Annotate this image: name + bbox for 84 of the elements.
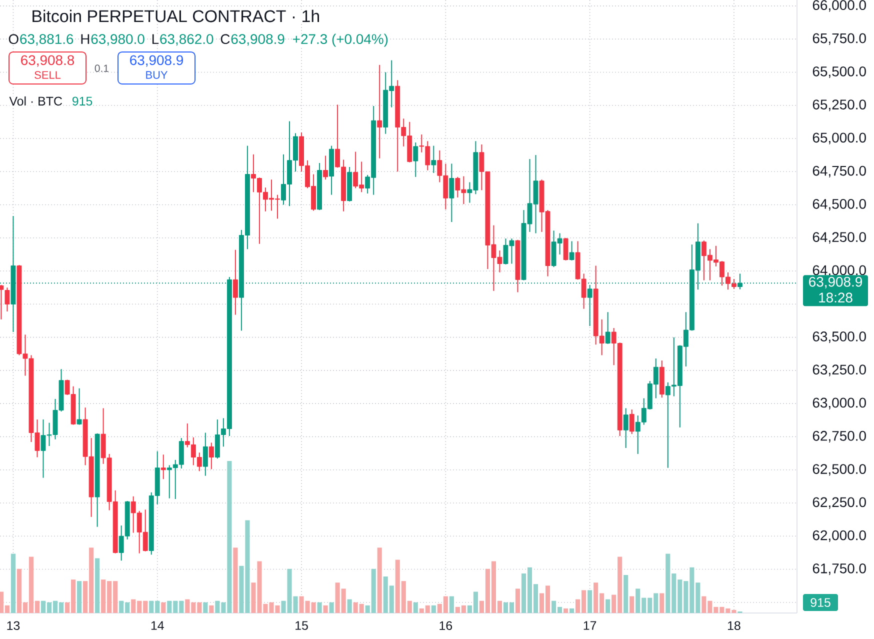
annotation: 63,908.8 (21, 55, 74, 67)
bar (95, 558, 100, 613)
candlestick (569, 240, 574, 261)
annotation: L (152, 34, 159, 44)
bar (624, 574, 628, 613)
bar (570, 608, 574, 613)
candlestick (76, 388, 82, 426)
bar (449, 596, 454, 613)
candlestick (232, 249, 238, 316)
bar (329, 602, 334, 613)
y-tick-label: 66,000.0 (812, 0, 866, 12)
bar (431, 605, 436, 613)
annotation: 63,881.6 (20, 34, 74, 46)
candlestick (623, 408, 628, 448)
y-tick-label: 65,000.0 (812, 132, 866, 144)
x-tick-label: 16 (440, 621, 452, 630)
candlestick (323, 155, 328, 180)
candlestick (208, 442, 214, 470)
bar (606, 599, 610, 613)
x-tick-label: 17 (584, 621, 596, 630)
bar (413, 602, 418, 613)
y-tick-label: 61,750.0 (812, 563, 866, 576)
ref-line-label: 63,908.9 (809, 276, 862, 288)
chart-title: Bitcoin PERPETUAL CONTRACT · 1h (32, 10, 320, 22)
candlestick (587, 284, 592, 327)
annotation: 915 (72, 96, 92, 106)
candlestick (413, 142, 418, 178)
annotation: BUY (146, 71, 168, 79)
bar (515, 588, 520, 613)
y-tick-label: 62,250.0 (812, 497, 866, 509)
candlestick (605, 312, 610, 344)
bar (161, 602, 166, 613)
y-tick-label: 63,250.0 (812, 364, 866, 376)
bar (10, 554, 16, 613)
y-tick-label: 64,500.0 (812, 198, 866, 211)
annotation: SELL (34, 71, 61, 79)
bar (563, 608, 568, 613)
bar (660, 593, 664, 613)
candlestick (431, 145, 436, 174)
candlestick (202, 432, 208, 476)
y-tick-label: 65,750.0 (812, 33, 866, 45)
bar (347, 599, 352, 613)
bar (77, 581, 82, 613)
annotation: 63,862.0 (160, 34, 214, 46)
annotation: C (220, 34, 230, 44)
bar (630, 596, 634, 613)
y-tick-label: 62,750.0 (812, 430, 866, 442)
y-tick-label: 64,250.0 (812, 232, 866, 244)
y-tick-label: 64,750.0 (812, 166, 866, 178)
x-tick-label: 14 (151, 621, 164, 630)
bar (203, 602, 208, 613)
bar (233, 548, 238, 613)
y-tick-label: 62,000.0 (812, 530, 866, 542)
bar (209, 605, 214, 613)
candlestick (449, 163, 454, 222)
bar (588, 590, 592, 613)
text: 18:28 (819, 292, 852, 303)
bar (323, 605, 328, 613)
annotation: +27.3 (+0.04%) (293, 34, 388, 47)
candlestick (377, 64, 382, 159)
annotation: H (81, 34, 90, 44)
y-tick-label: 65,250.0 (812, 100, 866, 112)
candlestick (160, 454, 166, 480)
annotation: 63,908.9 (231, 34, 284, 46)
x-tick-label: 13 (7, 621, 20, 630)
text: 915 (810, 598, 830, 607)
bar (317, 602, 322, 613)
y-tick-label: 63,000.0 (812, 398, 866, 410)
x-tick-label: 15 (296, 621, 308, 630)
annotation: 63,908.9 (130, 55, 183, 67)
candlestick (4, 287, 10, 312)
chart-title: Vol · BTC (9, 96, 62, 106)
candlestick (563, 237, 568, 261)
y-tick-label: 64,000.0 (812, 265, 866, 277)
y-tick-label: 63,500.0 (812, 332, 866, 344)
annotation: 0.1 (94, 64, 108, 72)
bar (377, 548, 382, 613)
annotation: O (8, 34, 18, 44)
annotation: 63,980.0 (91, 34, 144, 46)
y-tick-label: 62,500.0 (812, 464, 866, 476)
candlestick (629, 409, 634, 435)
candlestick (0, 284, 4, 320)
y-tick-label: 65,500.0 (812, 66, 866, 78)
x-tick-label: 18 (728, 621, 740, 630)
